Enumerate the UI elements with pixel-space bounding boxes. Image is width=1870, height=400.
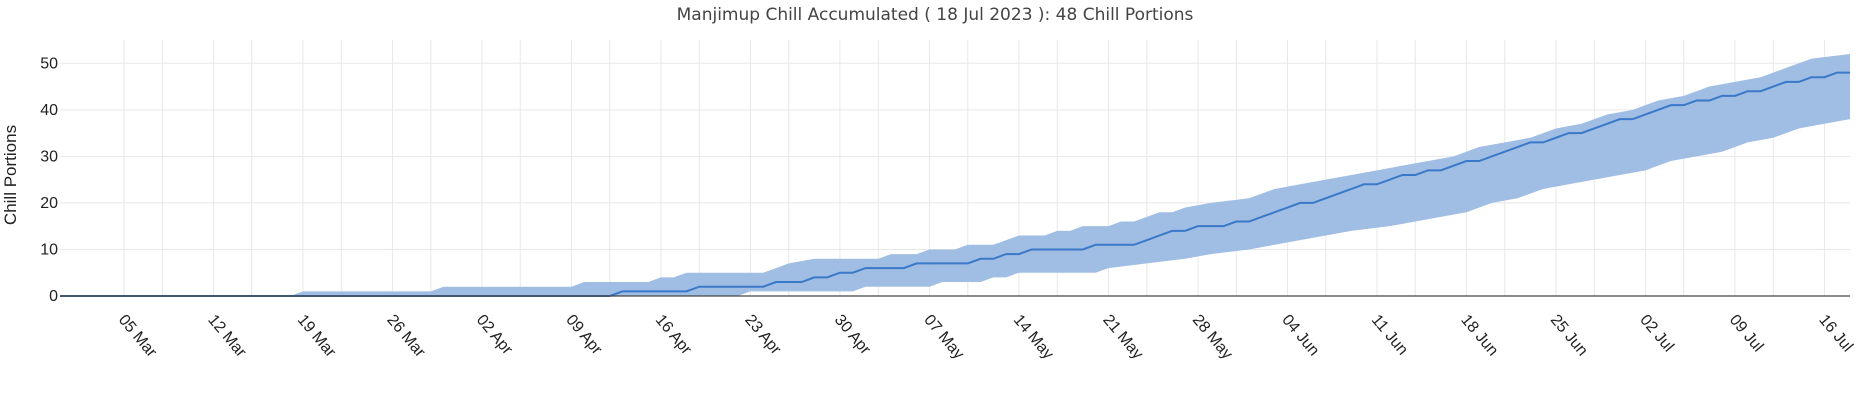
- x-tick-label: 09 Apr: [562, 312, 605, 359]
- x-tick-label: 05 Mar: [115, 312, 160, 362]
- y-tick-label: 0: [49, 288, 58, 305]
- y-tick-label: 10: [40, 241, 58, 258]
- x-tick-label: 09 Jul: [1726, 312, 1766, 356]
- range-band-layer: [60, 53, 1850, 297]
- y-tick-label: 20: [40, 195, 58, 212]
- x-tick-label: 11 Jun: [1368, 312, 1411, 359]
- chill-range-band: [60, 53, 1850, 297]
- x-tick-labels: 05 Mar 12 Mar 19 Mar 26 Mar 02 Apr 09 Apr 16 A…: [115, 312, 1856, 363]
- grid-lines: [60, 40, 1850, 296]
- chill-accumulated-line: [60, 71, 1850, 297]
- x-tick-label: 12 Mar: [204, 312, 249, 362]
- x-tick-label: 21 May: [1099, 312, 1146, 363]
- chart-title: Manjimup Chill Accumulated ( 18 Jul 2023…: [677, 5, 1194, 25]
- x-tick-label: 02 Jul: [1636, 312, 1676, 356]
- x-tick-label: 02 Apr: [473, 312, 516, 359]
- x-tick-label: 07 May: [920, 312, 967, 363]
- x-tick-label: 14 May: [1010, 312, 1057, 363]
- y-tick-label: 50: [40, 55, 58, 72]
- x-tick-label: 18 Jun: [1457, 312, 1501, 360]
- series-line-layer: [60, 71, 1850, 297]
- x-tick-label: 04 Jun: [1278, 312, 1322, 360]
- x-tick-label: 28 May: [1189, 312, 1236, 363]
- x-tick-label: 19 Mar: [294, 312, 339, 362]
- y-tick-label: 30: [40, 148, 58, 165]
- y-axis-label: Chill Portions: [1, 125, 20, 225]
- x-tick-label: 26 Mar: [383, 312, 428, 362]
- x-tick-label: 30 Apr: [831, 312, 874, 359]
- x-tick-label: 16 Apr: [652, 312, 695, 359]
- x-tick-label: 23 Apr: [741, 312, 784, 359]
- x-tick-label: 16 Jul: [1815, 312, 1855, 356]
- y-tick-label: 40: [40, 102, 58, 119]
- y-tick-labels: 0 10 20 30 40 50: [40, 55, 58, 305]
- x-tick-label: 25 Jun: [1547, 312, 1591, 360]
